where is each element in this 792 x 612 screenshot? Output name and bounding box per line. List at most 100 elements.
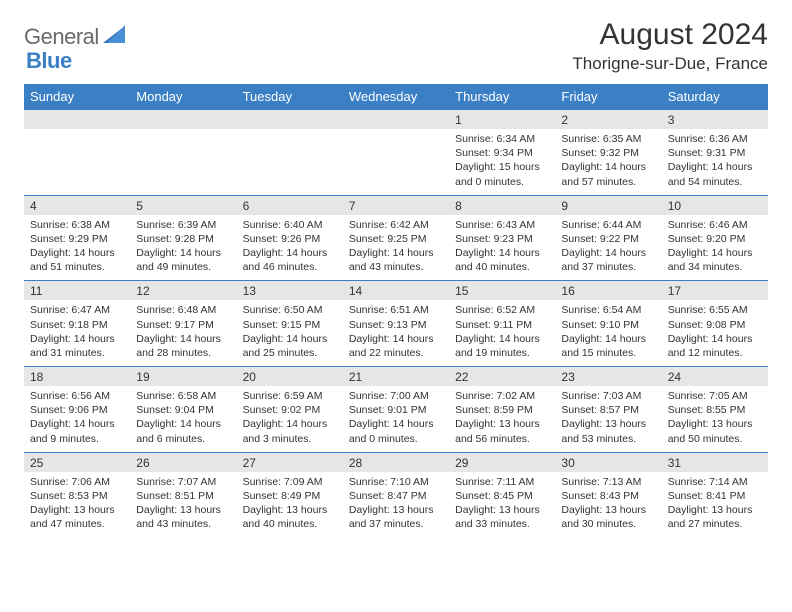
daylight-text: Daylight: 13 hours and 40 minutes. bbox=[243, 503, 337, 531]
dow-saturday: Saturday bbox=[662, 84, 768, 109]
sunrise-text: Sunrise: 7:03 AM bbox=[561, 389, 655, 403]
day-cell-body: Sunrise: 7:03 AMSunset: 8:57 PMDaylight:… bbox=[555, 386, 661, 452]
calendar-table: Sunday Monday Tuesday Wednesday Thursday… bbox=[24, 84, 768, 537]
sunset-text: Sunset: 8:51 PM bbox=[136, 489, 230, 503]
day-details: Sunrise: 6:42 AMSunset: 9:25 PMDaylight:… bbox=[343, 215, 449, 281]
day-cell-num: 12 bbox=[130, 280, 236, 300]
sunrise-text: Sunrise: 6:51 AM bbox=[349, 303, 443, 317]
daylight-text: Daylight: 14 hours and 28 minutes. bbox=[136, 332, 230, 360]
day-details bbox=[237, 129, 343, 185]
sunrise-text: Sunrise: 6:56 AM bbox=[30, 389, 124, 403]
day-cell-body: Sunrise: 6:47 AMSunset: 9:18 PMDaylight:… bbox=[24, 300, 130, 366]
sunset-text: Sunset: 9:22 PM bbox=[561, 232, 655, 246]
daylight-text: Daylight: 14 hours and 25 minutes. bbox=[243, 332, 337, 360]
day-details: Sunrise: 7:11 AMSunset: 8:45 PMDaylight:… bbox=[449, 472, 555, 538]
day-details: Sunrise: 6:56 AMSunset: 9:06 PMDaylight:… bbox=[24, 386, 130, 452]
daylight-text: Daylight: 14 hours and 15 minutes. bbox=[561, 332, 655, 360]
calendar-page: General August 2024 Thorigne-sur-Due, Fr… bbox=[0, 0, 792, 537]
day-cell-num: 14 bbox=[343, 280, 449, 300]
sunset-text: Sunset: 9:02 PM bbox=[243, 403, 337, 417]
day-details: Sunrise: 7:10 AMSunset: 8:47 PMDaylight:… bbox=[343, 472, 449, 538]
day-details: Sunrise: 6:58 AMSunset: 9:04 PMDaylight:… bbox=[130, 386, 236, 452]
sunrise-text: Sunrise: 7:02 AM bbox=[455, 389, 549, 403]
sunset-text: Sunset: 9:29 PM bbox=[30, 232, 124, 246]
sunrise-text: Sunrise: 6:36 AM bbox=[668, 132, 762, 146]
header: General August 2024 Thorigne-sur-Due, Fr… bbox=[24, 18, 768, 74]
day-cell-num bbox=[237, 109, 343, 129]
sunset-text: Sunset: 8:53 PM bbox=[30, 489, 124, 503]
day-number bbox=[24, 109, 130, 129]
sunrise-text: Sunrise: 6:50 AM bbox=[243, 303, 337, 317]
sunset-text: Sunset: 8:45 PM bbox=[455, 489, 549, 503]
sunrise-text: Sunrise: 6:58 AM bbox=[136, 389, 230, 403]
day-number: 10 bbox=[662, 195, 768, 215]
day-details: Sunrise: 6:47 AMSunset: 9:18 PMDaylight:… bbox=[24, 300, 130, 366]
sunrise-text: Sunrise: 6:42 AM bbox=[349, 218, 443, 232]
month-title: August 2024 bbox=[572, 18, 768, 52]
day-details: Sunrise: 7:05 AMSunset: 8:55 PMDaylight:… bbox=[662, 386, 768, 452]
sunrise-text: Sunrise: 7:07 AM bbox=[136, 475, 230, 489]
day-cell-num: 1 bbox=[449, 109, 555, 129]
sunrise-text: Sunrise: 6:35 AM bbox=[561, 132, 655, 146]
day-cell-num: 5 bbox=[130, 195, 236, 215]
day-number: 24 bbox=[662, 366, 768, 386]
day-number: 28 bbox=[343, 452, 449, 472]
day-number: 26 bbox=[130, 452, 236, 472]
sunrise-text: Sunrise: 7:00 AM bbox=[349, 389, 443, 403]
daylight-text: Daylight: 13 hours and 56 minutes. bbox=[455, 417, 549, 445]
day-number: 2 bbox=[555, 109, 661, 129]
dow-thursday: Thursday bbox=[449, 84, 555, 109]
sunset-text: Sunset: 9:26 PM bbox=[243, 232, 337, 246]
sunrise-text: Sunrise: 6:38 AM bbox=[30, 218, 124, 232]
sunset-text: Sunset: 9:01 PM bbox=[349, 403, 443, 417]
sunrise-text: Sunrise: 6:55 AM bbox=[668, 303, 762, 317]
daylight-text: Daylight: 14 hours and 43 minutes. bbox=[349, 246, 443, 274]
day-number: 5 bbox=[130, 195, 236, 215]
day-details: Sunrise: 6:51 AMSunset: 9:13 PMDaylight:… bbox=[343, 300, 449, 366]
day-cell-num: 21 bbox=[343, 366, 449, 386]
day-number: 12 bbox=[130, 280, 236, 300]
week-body-row: Sunrise: 6:56 AMSunset: 9:06 PMDaylight:… bbox=[24, 386, 768, 452]
day-details: Sunrise: 6:43 AMSunset: 9:23 PMDaylight:… bbox=[449, 215, 555, 281]
day-cell-body: Sunrise: 6:59 AMSunset: 9:02 PMDaylight:… bbox=[237, 386, 343, 452]
day-number: 30 bbox=[555, 452, 661, 472]
day-cell-num: 18 bbox=[24, 366, 130, 386]
day-details: Sunrise: 6:52 AMSunset: 9:11 PMDaylight:… bbox=[449, 300, 555, 366]
day-cell-body: Sunrise: 6:35 AMSunset: 9:32 PMDaylight:… bbox=[555, 129, 661, 195]
day-details: Sunrise: 6:48 AMSunset: 9:17 PMDaylight:… bbox=[130, 300, 236, 366]
brand-part1: General bbox=[24, 24, 99, 50]
day-cell-num: 7 bbox=[343, 195, 449, 215]
day-details: Sunrise: 7:13 AMSunset: 8:43 PMDaylight:… bbox=[555, 472, 661, 538]
day-number: 21 bbox=[343, 366, 449, 386]
day-details: Sunrise: 6:59 AMSunset: 9:02 PMDaylight:… bbox=[237, 386, 343, 452]
day-details: Sunrise: 7:07 AMSunset: 8:51 PMDaylight:… bbox=[130, 472, 236, 538]
day-cell-num: 22 bbox=[449, 366, 555, 386]
daylight-text: Daylight: 14 hours and 6 minutes. bbox=[136, 417, 230, 445]
day-details: Sunrise: 6:40 AMSunset: 9:26 PMDaylight:… bbox=[237, 215, 343, 281]
sunrise-text: Sunrise: 6:47 AM bbox=[30, 303, 124, 317]
day-number: 20 bbox=[237, 366, 343, 386]
day-cell-body bbox=[343, 129, 449, 195]
day-cell-num: 30 bbox=[555, 452, 661, 472]
title-block: August 2024 Thorigne-sur-Due, France bbox=[572, 18, 768, 74]
day-cell-body: Sunrise: 6:40 AMSunset: 9:26 PMDaylight:… bbox=[237, 215, 343, 281]
day-cell-num: 3 bbox=[662, 109, 768, 129]
day-cell-num bbox=[130, 109, 236, 129]
sunset-text: Sunset: 8:43 PM bbox=[561, 489, 655, 503]
day-cell-body: Sunrise: 7:11 AMSunset: 8:45 PMDaylight:… bbox=[449, 472, 555, 538]
day-cell-num: 9 bbox=[555, 195, 661, 215]
day-cell-body bbox=[130, 129, 236, 195]
sunrise-text: Sunrise: 6:54 AM bbox=[561, 303, 655, 317]
day-cell-body: Sunrise: 6:36 AMSunset: 9:31 PMDaylight:… bbox=[662, 129, 768, 195]
day-number: 7 bbox=[343, 195, 449, 215]
sunrise-text: Sunrise: 7:13 AM bbox=[561, 475, 655, 489]
day-cell-num: 16 bbox=[555, 280, 661, 300]
day-cell-body: Sunrise: 7:06 AMSunset: 8:53 PMDaylight:… bbox=[24, 472, 130, 538]
day-cell-num: 10 bbox=[662, 195, 768, 215]
day-cell-num: 13 bbox=[237, 280, 343, 300]
dow-tuesday: Tuesday bbox=[237, 84, 343, 109]
dow-sunday: Sunday bbox=[24, 84, 130, 109]
day-cell-body: Sunrise: 7:09 AMSunset: 8:49 PMDaylight:… bbox=[237, 472, 343, 538]
day-cell-num bbox=[343, 109, 449, 129]
daylight-text: Daylight: 13 hours and 33 minutes. bbox=[455, 503, 549, 531]
